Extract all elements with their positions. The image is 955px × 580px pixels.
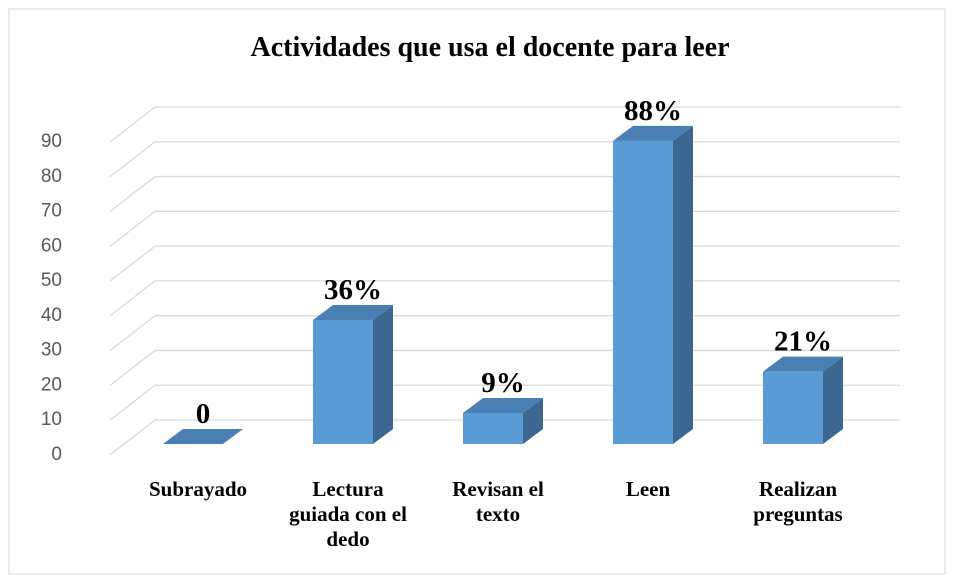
data-label: 36% bbox=[324, 274, 382, 306]
y-tick-label: 30 bbox=[41, 340, 62, 361]
bar-side bbox=[823, 356, 843, 444]
y-tick-label: 60 bbox=[41, 235, 62, 256]
chart-title: Actividades que usa el docente para leer bbox=[250, 32, 729, 63]
bar bbox=[313, 320, 373, 444]
bar-side bbox=[523, 398, 543, 444]
x-tick-label: Leen bbox=[625, 477, 671, 501]
x-tick-label: Revisan el texto bbox=[452, 477, 544, 526]
y-tick-label: 40 bbox=[41, 305, 62, 326]
y-tick-label: 70 bbox=[41, 201, 62, 222]
bar bbox=[463, 413, 523, 444]
x-tick-label: Realizan preguntas bbox=[753, 477, 843, 526]
data-label: 9% bbox=[481, 367, 525, 399]
y-tick-label: 50 bbox=[41, 270, 62, 291]
grid-line bbox=[109, 245, 900, 282]
bar-top bbox=[763, 356, 843, 372]
y-tick-label: 20 bbox=[41, 374, 62, 395]
bar-top bbox=[163, 429, 243, 444]
x-tick-label: Subrayado bbox=[148, 477, 248, 501]
grid-line bbox=[109, 106, 900, 143]
bar-top bbox=[613, 125, 693, 141]
bar-side bbox=[673, 125, 693, 444]
chart-border bbox=[8, 8, 946, 575]
grid-line bbox=[109, 210, 900, 247]
bar-top bbox=[463, 398, 543, 413]
y-tick-label: 10 bbox=[41, 409, 62, 430]
bar bbox=[613, 140, 673, 444]
x-tick-label: Lectura guiada con el dedo bbox=[289, 477, 407, 551]
grid-line bbox=[109, 141, 900, 178]
y-tick-label: 90 bbox=[41, 131, 62, 152]
data-label: 88% bbox=[624, 95, 682, 127]
bar-top bbox=[313, 305, 393, 320]
data-label: 0 bbox=[196, 398, 211, 430]
grid-line bbox=[109, 175, 900, 213]
y-tick-label: 0 bbox=[51, 444, 62, 465]
y-tick-label: 80 bbox=[41, 166, 62, 187]
data-label: 21% bbox=[774, 326, 832, 358]
bar-side bbox=[373, 305, 393, 444]
grid-line bbox=[109, 280, 900, 317]
bar bbox=[763, 371, 823, 444]
